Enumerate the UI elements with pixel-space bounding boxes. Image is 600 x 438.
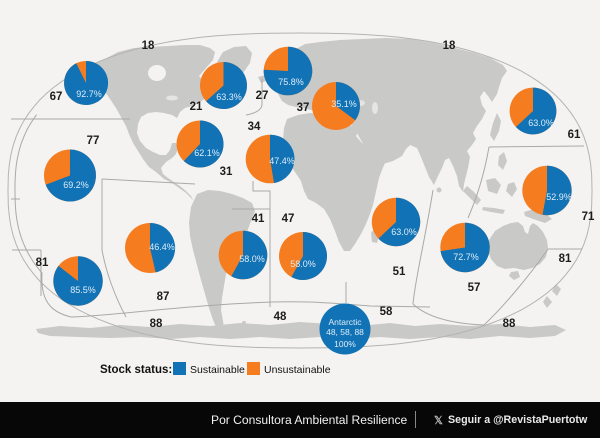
svg-text:63.0%: 63.0%	[528, 118, 554, 128]
svg-text:47.4%: 47.4%	[269, 156, 295, 166]
svg-text:63.0%: 63.0%	[391, 227, 417, 237]
svg-text:21: 21	[190, 101, 203, 113]
svg-text:48, 58, 88: 48, 58, 88	[326, 327, 364, 337]
svg-text:37: 37	[297, 102, 310, 114]
svg-text:58: 58	[380, 306, 393, 318]
svg-text:52.9%: 52.9%	[546, 192, 572, 202]
svg-text:81: 81	[559, 253, 572, 265]
svg-text:85.5%: 85.5%	[70, 285, 96, 295]
svg-text:Sustainable: Sustainable	[190, 364, 245, 376]
svg-text:69.2%: 69.2%	[63, 180, 89, 190]
svg-text:71: 71	[582, 211, 595, 223]
svg-text:34: 34	[248, 121, 261, 133]
svg-text:67: 67	[50, 91, 63, 103]
svg-text:88: 88	[150, 318, 163, 330]
svg-text:58.0%: 58.0%	[290, 259, 316, 269]
svg-text:88: 88	[503, 318, 516, 330]
svg-text:46.4%: 46.4%	[149, 242, 175, 252]
svg-text:63.3%: 63.3%	[216, 92, 242, 102]
svg-text:87: 87	[157, 291, 170, 303]
svg-text:31: 31	[220, 166, 233, 178]
svg-text:100%: 100%	[334, 339, 356, 349]
svg-text:Unsustainable: Unsustainable	[264, 364, 331, 376]
svg-text:27: 27	[256, 90, 269, 102]
svg-text:57: 57	[468, 282, 481, 294]
svg-text:51: 51	[393, 266, 406, 278]
svg-text:18: 18	[443, 40, 456, 52]
svg-text:35.1%: 35.1%	[331, 99, 357, 109]
svg-text:92.7%: 92.7%	[76, 89, 102, 99]
svg-text:Stock status:: Stock status:	[100, 364, 172, 376]
svg-text:81: 81	[36, 257, 49, 269]
svg-text:18: 18	[142, 40, 155, 52]
svg-text:58.0%: 58.0%	[239, 254, 265, 264]
svg-text:41: 41	[252, 213, 265, 225]
svg-text:48: 48	[274, 311, 287, 323]
svg-text:62.1%: 62.1%	[194, 148, 220, 158]
svg-text:72.7%: 72.7%	[453, 252, 479, 262]
svg-text:Antarctic: Antarctic	[328, 317, 362, 327]
svg-text:77: 77	[87, 135, 100, 147]
svg-text:75.8%: 75.8%	[278, 77, 304, 87]
svg-text:61: 61	[568, 129, 581, 141]
svg-text:47: 47	[282, 213, 295, 225]
